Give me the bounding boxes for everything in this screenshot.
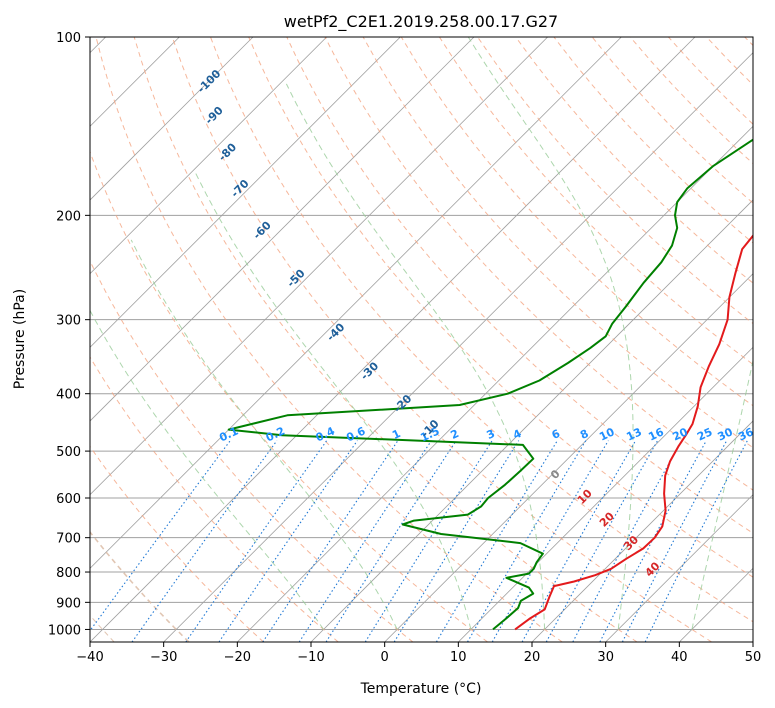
dry-adiabat-line <box>90 356 339 642</box>
y-tick-label: 800 <box>56 566 81 581</box>
dewpoint-profile-line <box>227 138 753 631</box>
x-tick-label: 20 <box>524 650 541 665</box>
moist-adiabat-line <box>90 309 325 630</box>
dry-adiabat-line <box>248 37 753 578</box>
dry-adiabat-line <box>90 530 190 642</box>
mixing-ratio-label: 25 <box>695 425 714 443</box>
mixing-ratio-label: 13 <box>624 425 643 443</box>
x-tick-label: −20 <box>224 650 251 665</box>
isotherm-line <box>90 37 696 642</box>
isotherm-line <box>90 37 548 496</box>
mixing-ratio-line <box>572 440 683 642</box>
x-tick-label: −30 <box>150 650 177 665</box>
mixing-ratio-line <box>364 440 493 642</box>
mixing-ratio-line <box>435 440 558 642</box>
isotherm-line <box>90 37 475 422</box>
y-tick-label: 300 <box>56 314 81 329</box>
temperature-profile-line <box>514 234 753 631</box>
x-tick-label: 40 <box>671 650 688 665</box>
mixing-ratio-label: 20 <box>671 425 691 443</box>
x-tick-label: 0 <box>381 650 389 665</box>
y-tick-label: 1000 <box>48 623 81 638</box>
dry-adiabat-line <box>515 37 753 284</box>
isotherm-line <box>90 37 401 348</box>
dry-adiabat-line <box>90 259 414 642</box>
isotherm-line <box>458 346 753 642</box>
y-tick-label: 500 <box>56 445 81 460</box>
isotherm-line <box>163 52 753 642</box>
dry-adiabat-line <box>286 37 753 534</box>
dry-adiabat-line <box>133 37 638 642</box>
mixing-ratio-line <box>545 440 659 642</box>
dry-adiabat-line <box>90 150 488 642</box>
dry-adiabat-line <box>210 37 753 623</box>
isotherm-line <box>90 37 254 201</box>
chart-title: wetPf2_C2E1.2019.258.00.17.G27 <box>284 12 558 32</box>
mixing-ratio-line <box>644 440 748 642</box>
y-tick-label: 900 <box>56 596 81 611</box>
x-axis-label: Temperature (°C) <box>360 681 482 697</box>
mixing-ratio-label: 10 <box>597 425 617 443</box>
moist-adiabat-line <box>285 83 546 630</box>
isotherm-line <box>531 420 753 642</box>
moist-adiabat-line <box>195 173 472 630</box>
dry-adiabat-line <box>171 37 712 642</box>
x-tick-label: 10 <box>450 650 467 665</box>
x-tick-label: −10 <box>297 650 324 665</box>
dry-adiabat-line <box>95 37 563 642</box>
axes: −40 −30 −20 −10 0 10 20 30 40 50 100 200 300 400 500 60… <box>48 31 761 665</box>
y-tick-label: 700 <box>56 532 81 547</box>
isotherm-line <box>605 494 753 642</box>
mixing-ratio-line <box>262 440 399 642</box>
mixing-ratio-line <box>90 440 231 632</box>
x-tick-label: 50 <box>745 650 762 665</box>
isotherm-line <box>90 37 327 275</box>
moist-adiabat-line <box>467 37 634 630</box>
x-tick-label: −40 <box>76 650 103 665</box>
y-tick-label: 200 <box>56 209 81 224</box>
moist-adiabat-line <box>691 358 753 630</box>
grid-lines <box>90 37 753 642</box>
profile-lines <box>227 138 753 631</box>
mixing-ratio-line <box>298 440 432 642</box>
mixing-ratio-line <box>521 440 637 642</box>
dry-adiabat-line <box>400 37 753 407</box>
isotherm-line <box>237 125 753 642</box>
dry-adiabat-line <box>438 37 753 366</box>
isotherm-line <box>384 273 753 642</box>
mixing-ratio-line <box>467 440 587 642</box>
isotherm-line <box>90 37 622 569</box>
y-tick-label: 100 <box>56 31 81 46</box>
mixing-ratio-label: 30 <box>716 425 736 443</box>
mixing-ratio-line <box>185 440 328 642</box>
y-tick-label: 600 <box>56 492 81 507</box>
plot-frame <box>89 36 754 643</box>
mixing-ratio-line <box>325 440 457 642</box>
dry-adiabat-line <box>90 445 264 642</box>
mixing-ratio-label: 36 <box>736 425 756 443</box>
y-axis-label: Pressure (hPa) <box>12 289 28 389</box>
mixing-ratio-line <box>131 440 278 642</box>
mixing-ratio-line <box>393 440 520 642</box>
mixing-ratio-label: 16 <box>646 425 666 443</box>
x-tick-label: 30 <box>597 650 614 665</box>
y-tick-label: 400 <box>56 388 81 403</box>
